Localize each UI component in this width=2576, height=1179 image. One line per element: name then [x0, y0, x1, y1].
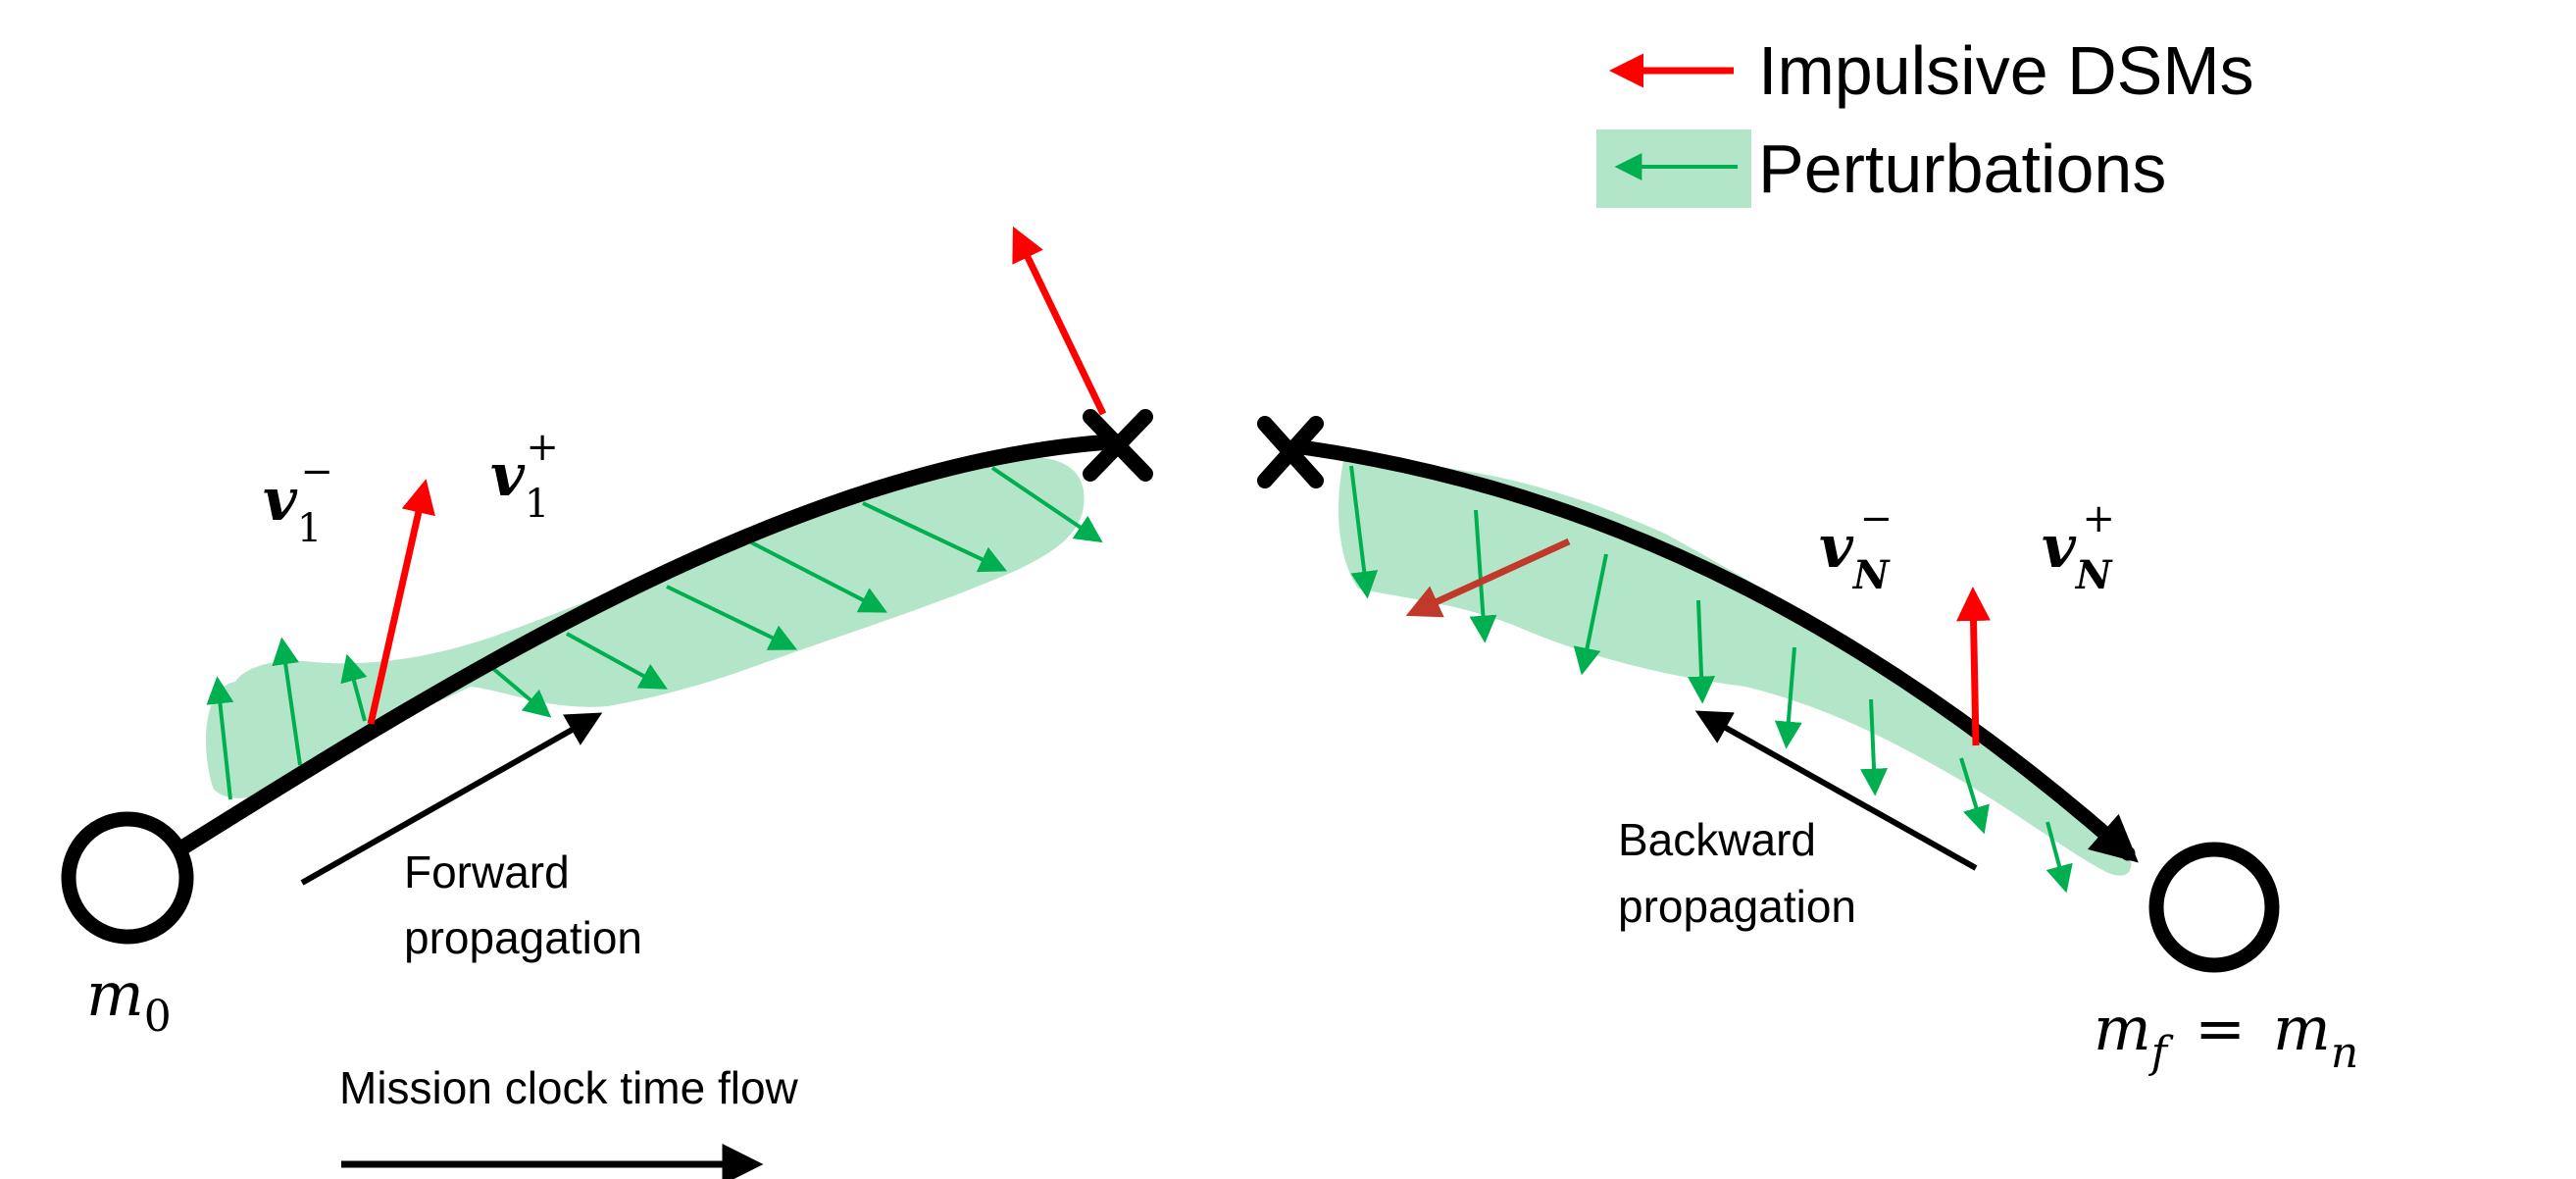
perturbation-arrow — [2046, 821, 2073, 894]
m0-label: m0 — [86, 958, 172, 1042]
start-node — [61, 811, 194, 945]
dsm-arrow-backward-start — [1405, 538, 1571, 618]
perturbation-arrow — [1469, 509, 1497, 643]
perturbation-arrow — [666, 585, 798, 650]
v1-plus-label: v1+ — [490, 425, 559, 527]
backward-perturbation-region — [1339, 461, 2132, 876]
forward-end-cross-icon — [1083, 409, 1153, 482]
backward-propagation-arrow — [1694, 710, 1978, 871]
forward-perturbation-arrows — [206, 466, 1103, 800]
perturbation-arrow — [340, 653, 368, 722]
forward-segment — [61, 226, 1153, 945]
perturbation-arrow — [1688, 599, 1716, 704]
perturbation-arrow — [1959, 757, 1990, 835]
backward-propagation-label-line2: propagation — [1618, 881, 1856, 932]
v1-minus-label: v1− — [263, 449, 333, 551]
time-flow-label: Mission clock time flow — [339, 1062, 799, 1113]
perturbation-arrow — [272, 637, 302, 766]
perturbation-arrow — [483, 660, 552, 718]
mf-mn-label: mf = mn — [2094, 993, 2358, 1078]
perturbation-arrow — [750, 540, 887, 613]
forward-propagation-label-line1: Forward — [404, 846, 570, 897]
perturbation-arrow — [1349, 465, 1379, 599]
legend-dsm-label: Impulsive DSMs — [1758, 32, 2254, 109]
perturbation-arrow — [1573, 553, 1608, 676]
perturbation-arrow — [990, 466, 1103, 543]
backward-propagation-label-line1: Backward — [1618, 814, 1816, 865]
dsm-arrow-v1 — [367, 479, 435, 725]
vN-plus-label: vN+ — [2042, 496, 2115, 598]
forward-perturbation-region — [206, 456, 1085, 798]
forward-trajectory — [169, 434, 1126, 859]
backward-perturbation-arrows — [1349, 465, 2073, 894]
forward-propagation-label-line2: propagation — [404, 912, 642, 963]
perturbation-arrow — [566, 632, 668, 690]
backward-start-cross-icon — [1257, 416, 1324, 488]
legend: Impulsive DSMs Perturbations — [1596, 32, 2254, 208]
legend-perturbation-label: Perturbations — [1758, 130, 2166, 207]
dsm-arrow-vN — [1956, 587, 1992, 746]
vN-minus-label: vN− — [1819, 496, 1893, 598]
perturbation-arrow — [1774, 646, 1802, 749]
end-node — [2148, 842, 2280, 973]
perturbation-arrow — [1860, 698, 1889, 796]
forward-propagation-arrow — [300, 712, 603, 886]
backward-segment — [1257, 416, 2280, 973]
dsm-arrow-forward-end — [1012, 226, 1107, 416]
backward-trajectory — [1287, 438, 2139, 863]
perturbation-arrow — [862, 501, 1008, 573]
perturbation-arrow — [206, 676, 234, 800]
